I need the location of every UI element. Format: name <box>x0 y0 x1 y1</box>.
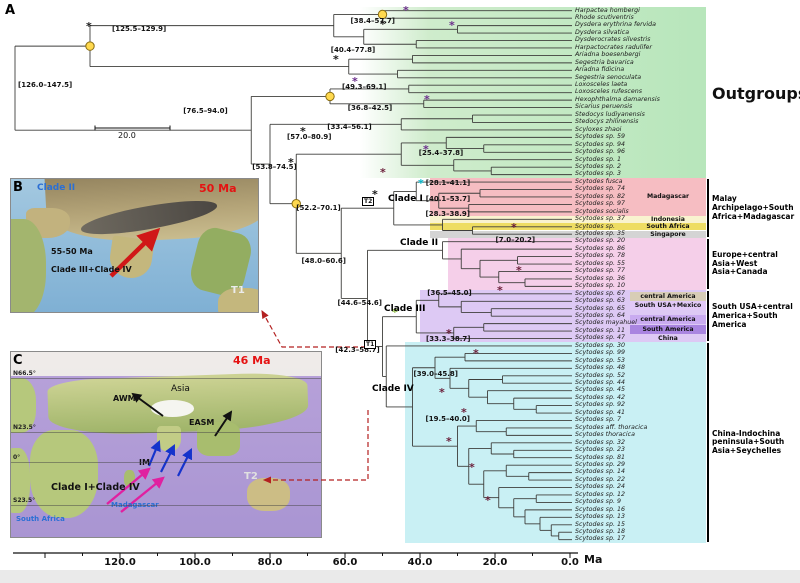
panel-c-label: C <box>13 353 23 368</box>
scalebar-label: 20.0 <box>118 131 136 140</box>
map-c-age-label: 46 Ma <box>233 354 271 367</box>
panel-b-label: B <box>13 180 23 195</box>
india-collision-arrow <box>109 227 161 278</box>
south-america-edge <box>11 448 30 513</box>
polar-band <box>11 352 321 377</box>
region-clade-iii <box>420 290 706 343</box>
southeast-asia-landmass <box>197 422 241 456</box>
latitude-label: N23.5° <box>13 424 36 431</box>
region-outgroups <box>360 7 706 179</box>
madagascar-island <box>124 470 135 488</box>
map-c-south-africa-label: South Africa <box>16 515 65 523</box>
map-c-clades-label: Clade I+Clade IV <box>51 482 140 493</box>
map-b-t1-label: T1 <box>231 285 245 296</box>
latitude-label: N66.5° <box>13 370 36 377</box>
africa-landmass <box>11 218 46 312</box>
outgroups-label: Outgroups <box>712 84 800 103</box>
region-clade-iv <box>405 342 706 544</box>
axis-unit-label: Ma <box>584 553 603 566</box>
region-singapore <box>430 230 706 238</box>
map-b-age-label: 50 Ma <box>199 182 237 195</box>
region-madagascar <box>430 178 706 216</box>
map-c-easm-label: EASM <box>189 418 215 427</box>
paleomap-50ma: Clade II 50 Ma 55-50 Ma Clade III+Clade … <box>10 178 259 313</box>
paleomap-46ma: 46 Ma Asia AWM EASM IM Clade I+Clade IV … <box>10 351 322 538</box>
latitude-line <box>11 505 321 506</box>
map-c-asia-label: Asia <box>171 384 190 394</box>
north-america-edge <box>11 377 36 434</box>
region-clade-ii <box>448 237 706 291</box>
region-south-africa <box>430 223 706 231</box>
latitude-line <box>11 462 321 463</box>
africa-landmass <box>29 429 98 519</box>
panel-a-label: A <box>5 3 16 18</box>
map-b-collision-age-label: 55-50 Ma <box>51 247 93 256</box>
map-b-clades-label: Clade III+Clade IV <box>51 265 132 274</box>
region-indonesia <box>430 215 706 224</box>
latitude-label: S23.5° <box>13 497 36 504</box>
map-b-clade-ii-label: Clade II <box>37 183 76 193</box>
latitude-label: 0° <box>13 454 21 461</box>
map-c-awm-label: AWM <box>113 394 136 403</box>
latitude-line <box>11 432 321 433</box>
footer-band <box>0 570 800 583</box>
monsoon-dispersal-arrows <box>106 392 233 513</box>
latitude-line <box>11 378 321 379</box>
australia-landmass <box>218 288 258 312</box>
tibet-plateau <box>150 400 194 417</box>
map-c-t2-label: T2 <box>244 471 258 482</box>
